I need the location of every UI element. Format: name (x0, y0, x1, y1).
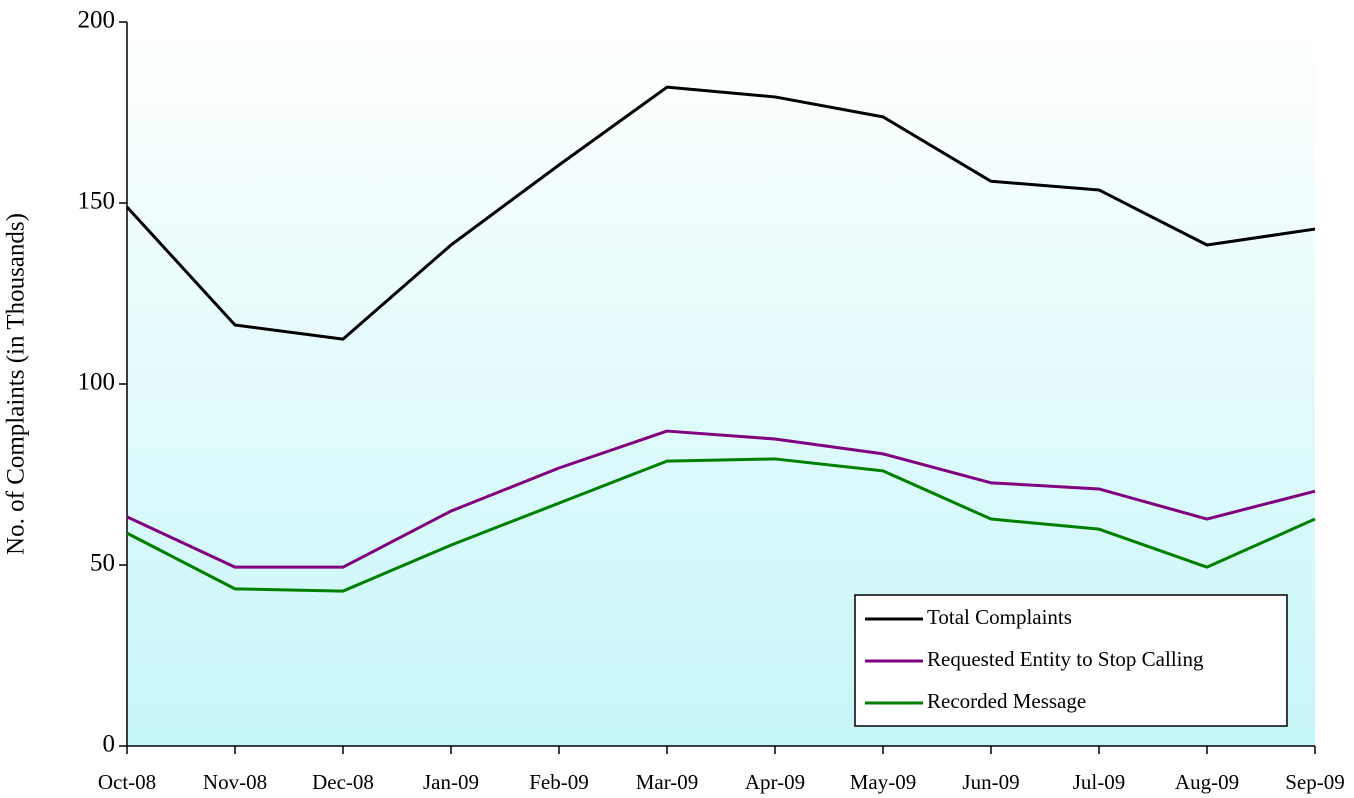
legend-box (854, 594, 1288, 727)
legend-label: Requested Entity to Stop Calling (927, 647, 1204, 671)
x-tick-label: Apr-09 (745, 770, 805, 794)
y-axis-label: No. of Complaints (in Thousands) (3, 213, 30, 555)
line-series (126, 429, 1316, 569)
y-tick-label: 200 (78, 7, 116, 34)
x-tick-label: Dec-08 (312, 770, 374, 794)
legend-label: Total Complaints (927, 605, 1072, 629)
y-tick-label: 100 (78, 369, 116, 396)
x-tick-label: Nov-08 (203, 770, 267, 794)
x-tick-label: Jun-09 (962, 770, 1019, 794)
y-tick-label: 50 (90, 550, 115, 577)
y-tick-label: 0 (103, 731, 116, 758)
x-tick-label: Mar-09 (636, 770, 699, 794)
x-tick-label: Aug-09 (1175, 770, 1239, 794)
x-tick-label: Feb-09 (529, 770, 589, 794)
x-tick-label: May-09 (850, 770, 917, 794)
line-series (126, 457, 1316, 593)
legend-label: Recorded Message (927, 689, 1086, 713)
x-tick-label: Sep-09 (1285, 770, 1345, 794)
y-tick-label: 150 (78, 188, 116, 215)
line-series (125, 85, 1316, 341)
x-tick-label: Oct-08 (98, 770, 156, 794)
x-tick-label: Jan-09 (423, 770, 479, 794)
x-tick-label: Jul-09 (1073, 770, 1126, 794)
